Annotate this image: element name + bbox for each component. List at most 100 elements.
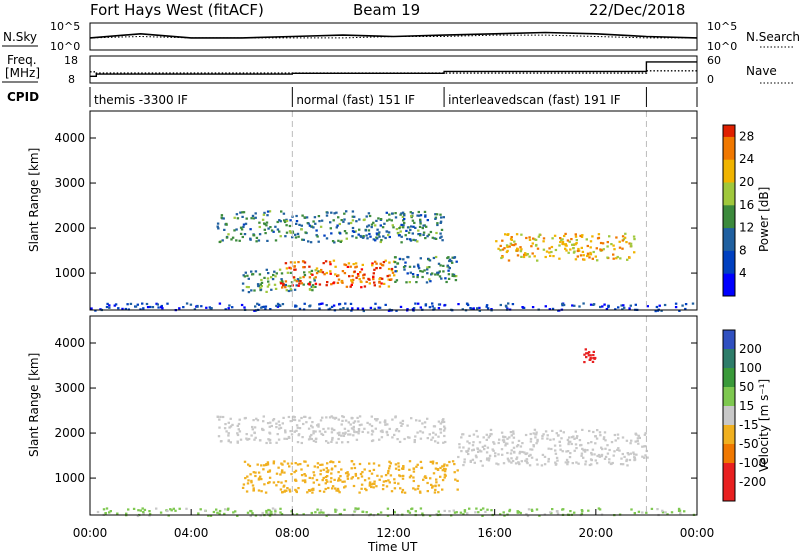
colorbar-swatch <box>723 273 735 280</box>
scatter-cell <box>288 230 292 233</box>
scatter-cell <box>274 508 277 511</box>
scatter-cell <box>290 510 293 513</box>
scatter-cell <box>377 513 380 516</box>
scatter-cell <box>543 455 547 458</box>
scatter-cell <box>566 450 570 453</box>
scatter-cell <box>542 237 546 240</box>
scatter-cell <box>275 484 278 487</box>
scatter-cell <box>554 452 558 455</box>
scatter-cell <box>602 248 605 251</box>
scatter-cell <box>388 218 391 221</box>
scatter-cell <box>270 510 273 513</box>
scatter-cell <box>451 256 454 259</box>
scatter-cell <box>327 441 330 444</box>
scatter-cell <box>504 233 507 236</box>
scatter-cell <box>436 468 439 471</box>
scatter-cell <box>646 305 649 308</box>
scatter-cell <box>406 436 410 439</box>
scatter-cell <box>399 305 403 308</box>
scatter-cell <box>375 232 379 235</box>
scatter-cell <box>490 433 493 436</box>
scatter-cell <box>341 270 345 273</box>
scatter-cell <box>321 463 324 466</box>
scatter-cell <box>462 464 465 467</box>
scatter-cell <box>219 440 223 443</box>
scatter-cell <box>289 261 293 264</box>
colorbar-swatch <box>723 284 735 291</box>
scatter-cell <box>178 307 181 310</box>
scatter-cell <box>221 239 224 242</box>
scatter-cell <box>520 233 523 236</box>
scatter-cell <box>295 214 298 218</box>
scatter-cell <box>261 305 264 309</box>
scatter-cell <box>681 304 684 307</box>
scatter-cell <box>338 513 342 516</box>
scatter-cell <box>310 437 313 441</box>
scatter-cell <box>336 432 340 435</box>
x-tick-label: 16:00 <box>477 526 512 540</box>
scatter-cell <box>212 510 216 514</box>
scatter-cell <box>644 454 647 457</box>
scatter-cell <box>414 488 417 491</box>
scatter-cell <box>547 447 550 450</box>
scatter-cell <box>117 307 120 310</box>
scatter-cell <box>479 508 483 511</box>
scatter-cell <box>397 232 400 235</box>
scatter-cell <box>378 478 381 481</box>
scatter-cell <box>585 356 588 359</box>
scatter-cell <box>251 428 254 431</box>
scatter-cell <box>319 270 322 273</box>
scatter-cell <box>363 273 366 276</box>
scatter-cell <box>499 303 502 307</box>
scatter-cell <box>332 461 335 464</box>
scatter-cell <box>349 285 352 288</box>
scatter-cell <box>629 452 633 455</box>
scatter-cell <box>300 416 303 420</box>
scatter-cell <box>326 480 329 483</box>
scatter-cell <box>442 464 446 467</box>
scatter-cell <box>380 282 383 285</box>
scatter-cell <box>451 273 454 276</box>
scatter-cell <box>380 263 384 267</box>
scatter-cell <box>148 510 151 513</box>
colorbar-swatch <box>723 130 735 137</box>
scatter-cell <box>591 448 595 451</box>
scatter-cell <box>602 436 606 439</box>
scatter-cell <box>225 222 228 225</box>
scatter-cell <box>275 426 278 429</box>
scatter-cell <box>94 309 97 312</box>
scatter-cell <box>372 486 375 489</box>
scatter-cell <box>587 442 590 445</box>
scatter-cell <box>291 236 294 239</box>
scatter-cell <box>204 509 207 512</box>
scatter-cell <box>536 463 539 466</box>
scatter-cell <box>579 254 583 257</box>
scatter-cell <box>166 509 169 513</box>
scatter-cell <box>479 460 483 463</box>
scatter-cell <box>389 474 393 477</box>
scatter-cell <box>298 279 301 282</box>
scatter-cell <box>276 305 280 308</box>
scatter-cell <box>325 304 328 307</box>
scatter-cell <box>592 354 595 357</box>
scatter-cell <box>224 423 227 426</box>
scatter-cell <box>259 475 262 478</box>
scatter-cell <box>378 235 381 238</box>
scatter-cell <box>443 427 447 430</box>
scatter-cell <box>328 416 332 419</box>
scatter-cell <box>365 234 368 237</box>
scatter-cell <box>393 478 396 481</box>
scatter-cell <box>559 240 562 244</box>
scatter-cell <box>508 460 511 463</box>
scatter-cell <box>596 429 599 432</box>
scatter-cell <box>408 460 412 463</box>
scatter-cell <box>347 433 350 436</box>
scatter-cell <box>402 258 405 261</box>
scatter-cell <box>419 220 422 223</box>
scatter-cell <box>623 306 626 309</box>
colorbar-swatch <box>723 142 735 149</box>
scatter-cell <box>280 279 284 283</box>
scatter-cell <box>207 514 210 517</box>
scatter-cell <box>262 420 265 423</box>
scatter-cell <box>378 285 382 288</box>
